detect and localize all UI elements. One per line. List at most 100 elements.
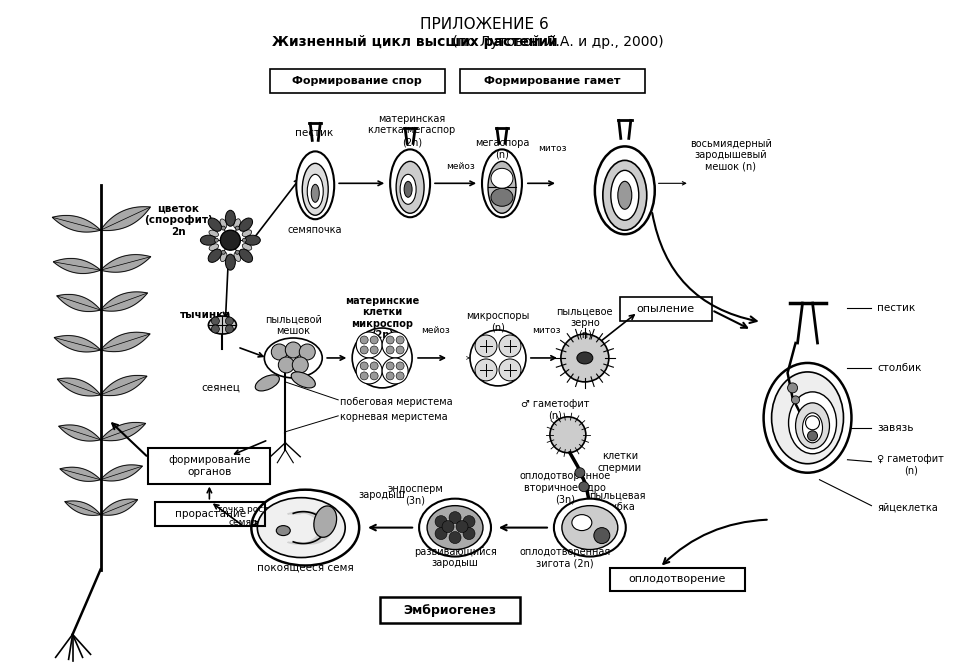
Ellipse shape <box>577 352 593 364</box>
Ellipse shape <box>220 219 227 228</box>
Ellipse shape <box>307 174 324 208</box>
Ellipse shape <box>491 189 513 206</box>
Ellipse shape <box>226 254 235 270</box>
Ellipse shape <box>404 181 412 197</box>
Ellipse shape <box>291 372 315 388</box>
Ellipse shape <box>400 174 416 204</box>
Circle shape <box>360 362 368 370</box>
Polygon shape <box>101 254 151 272</box>
Ellipse shape <box>470 330 526 386</box>
Polygon shape <box>101 499 138 515</box>
Circle shape <box>226 317 234 325</box>
Ellipse shape <box>352 328 412 388</box>
Text: пыльцевое
зерно
(n): пыльцевое зерно (n) <box>556 307 613 340</box>
Ellipse shape <box>595 146 655 234</box>
Ellipse shape <box>391 150 430 217</box>
Text: материнские
клетки
микроспор
(2n): материнские клетки микроспор (2n) <box>345 296 420 340</box>
Ellipse shape <box>242 244 252 250</box>
Ellipse shape <box>610 170 639 220</box>
Circle shape <box>211 325 219 333</box>
Polygon shape <box>101 207 150 231</box>
Bar <box>610 568 744 591</box>
Circle shape <box>386 362 394 370</box>
Ellipse shape <box>265 338 323 378</box>
Circle shape <box>220 230 240 250</box>
Circle shape <box>386 336 394 344</box>
Circle shape <box>396 346 404 354</box>
Text: Жизненный цикл высших растений: Жизненный цикл высших растений <box>272 35 558 48</box>
Ellipse shape <box>572 515 592 531</box>
Ellipse shape <box>314 506 336 537</box>
Ellipse shape <box>382 332 408 358</box>
Ellipse shape <box>239 249 253 262</box>
Circle shape <box>226 325 234 333</box>
Circle shape <box>792 396 799 404</box>
Circle shape <box>396 372 404 380</box>
Text: (по Лутовой Л.А. и др., 2000): (по Лутовой Л.А. и др., 2000) <box>448 35 663 48</box>
Circle shape <box>805 416 820 430</box>
Bar <box>148 448 270 484</box>
Circle shape <box>456 521 468 533</box>
Circle shape <box>561 334 609 382</box>
Circle shape <box>463 527 475 539</box>
Circle shape <box>293 357 308 373</box>
Circle shape <box>211 317 219 325</box>
Ellipse shape <box>764 363 852 472</box>
Text: прорастание: прорастание <box>174 509 246 519</box>
Text: Эмбриогенез: Эмбриогенез <box>403 604 496 617</box>
Circle shape <box>499 335 521 357</box>
Circle shape <box>449 531 461 544</box>
Ellipse shape <box>244 236 261 245</box>
Polygon shape <box>53 258 101 274</box>
Text: митоз: митоз <box>538 144 566 153</box>
Circle shape <box>221 226 226 230</box>
Circle shape <box>449 511 461 523</box>
Circle shape <box>396 362 404 370</box>
Circle shape <box>549 417 586 453</box>
Circle shape <box>386 372 394 380</box>
Circle shape <box>370 336 378 344</box>
Polygon shape <box>101 332 150 352</box>
Ellipse shape <box>554 499 626 556</box>
Circle shape <box>370 346 378 354</box>
Polygon shape <box>65 501 101 515</box>
Circle shape <box>435 515 447 527</box>
Circle shape <box>575 468 585 478</box>
Bar <box>380 597 520 623</box>
Text: точка роста: точка роста <box>217 505 274 514</box>
Text: семяпочка: семяпочка <box>288 225 342 236</box>
Polygon shape <box>59 425 101 441</box>
Bar <box>460 68 644 93</box>
Circle shape <box>285 342 301 358</box>
Bar <box>620 297 711 321</box>
Text: семядоля: семядоля <box>229 518 274 527</box>
Circle shape <box>499 359 521 381</box>
Text: опыление: опыление <box>637 304 695 314</box>
Text: покоящееся семя: покоящееся семя <box>257 562 354 572</box>
Ellipse shape <box>771 372 843 464</box>
Ellipse shape <box>201 236 216 245</box>
Ellipse shape <box>802 413 823 443</box>
Text: восьмиядерный
зародышевый
мешок (n): восьмиядерный зародышевый мешок (n) <box>690 139 771 172</box>
Ellipse shape <box>239 218 253 231</box>
Ellipse shape <box>251 490 359 566</box>
Circle shape <box>235 250 239 254</box>
Circle shape <box>475 335 497 357</box>
Text: клетки
спермии: клетки спермии <box>598 451 641 472</box>
Text: материнская
клетка мегаспор
(2n): материнская клетка мегаспор (2n) <box>368 114 455 147</box>
Text: ♂ гаметофит
(n): ♂ гаметофит (n) <box>520 399 589 421</box>
Ellipse shape <box>276 525 291 535</box>
Circle shape <box>463 515 475 527</box>
Polygon shape <box>60 467 101 481</box>
Ellipse shape <box>488 161 516 213</box>
Circle shape <box>271 344 287 360</box>
Text: зародыш: зародыш <box>359 490 405 500</box>
Ellipse shape <box>234 252 240 262</box>
Ellipse shape <box>209 244 219 250</box>
Ellipse shape <box>208 249 222 262</box>
Text: завязь: завязь <box>878 423 914 433</box>
Ellipse shape <box>603 160 646 230</box>
Ellipse shape <box>796 403 829 449</box>
Ellipse shape <box>482 150 522 217</box>
Ellipse shape <box>357 358 382 384</box>
